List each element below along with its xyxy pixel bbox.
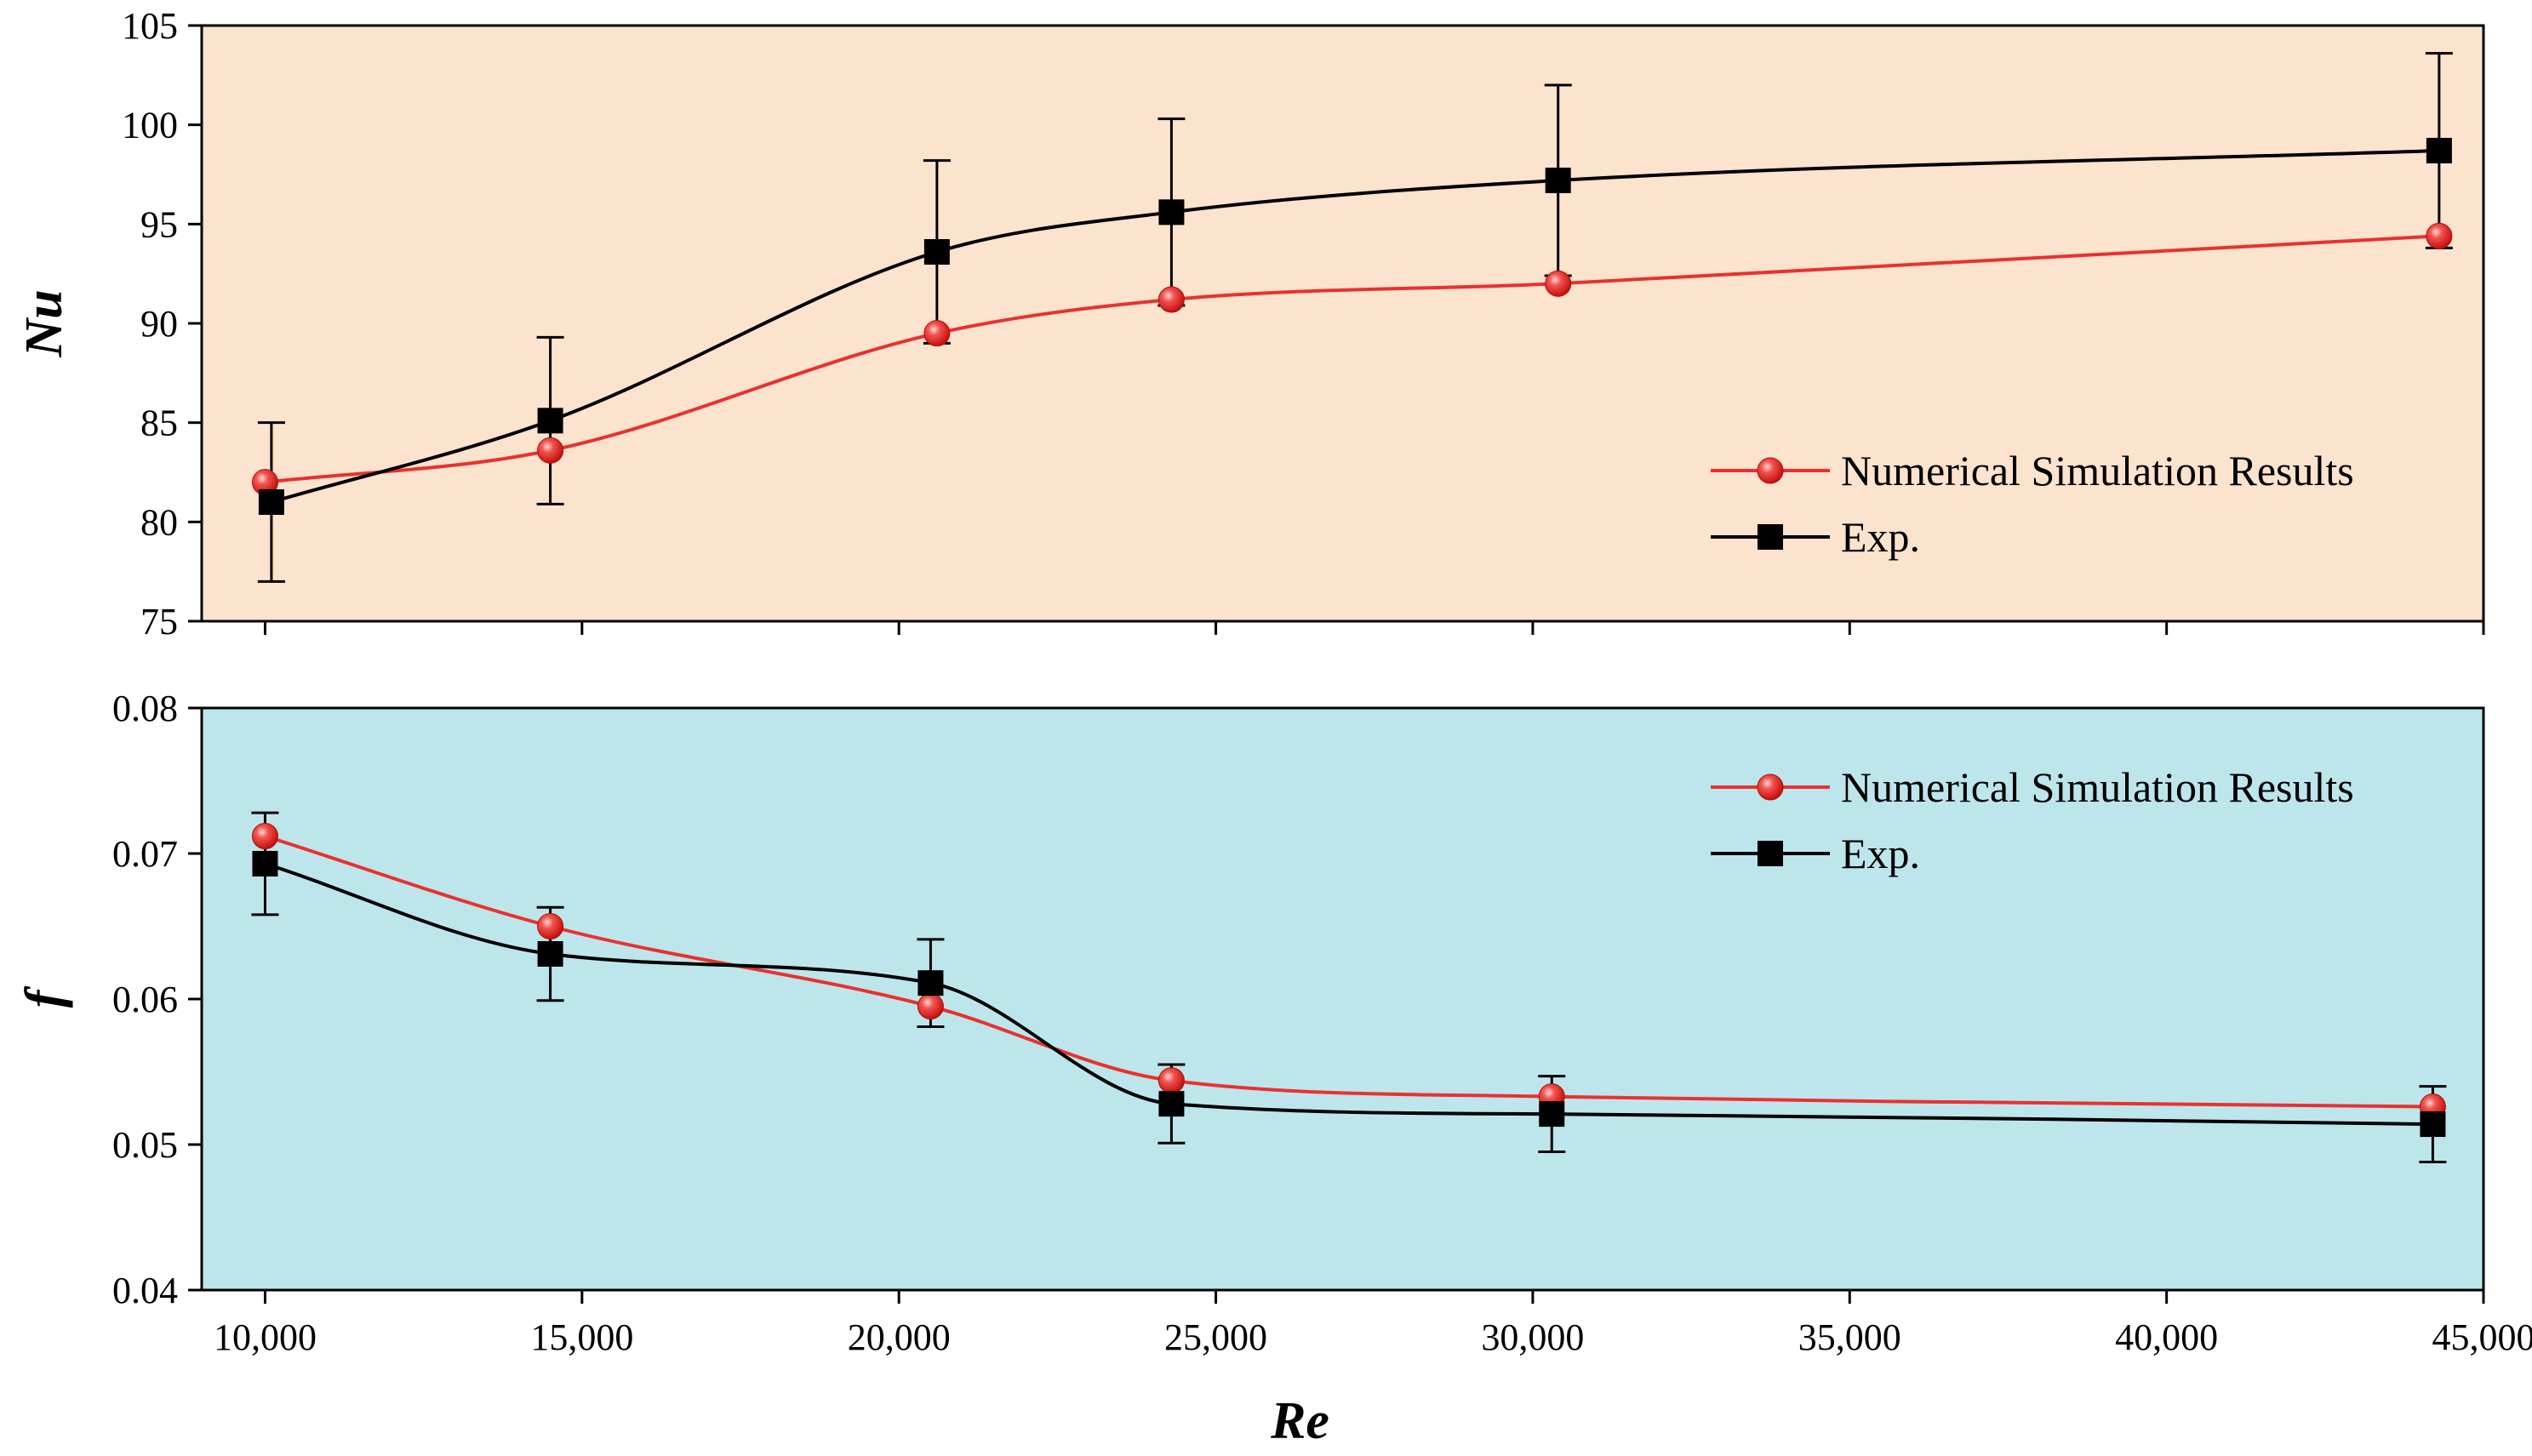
data-point-numerical <box>538 437 563 463</box>
x-tick-label: 45,000 <box>2432 1316 2532 1358</box>
y-tick-label: 90 <box>140 303 178 345</box>
x-tick-label: 35,000 <box>1798 1316 1901 1358</box>
data-point-numerical <box>1546 271 1571 296</box>
data-point-exp <box>1158 1091 1184 1116</box>
data-point-numerical <box>924 321 950 346</box>
y-axis-title: Nu <box>15 289 73 357</box>
y-tick-label: 0.07 <box>112 833 178 875</box>
data-point-exp <box>538 941 563 967</box>
data-point-numerical <box>2426 223 2452 248</box>
data-point-numerical <box>917 994 943 1019</box>
legend-marker-circle <box>1758 774 1783 800</box>
data-point-numerical <box>1158 287 1184 312</box>
y-tick-label: 75 <box>140 601 178 642</box>
y-axis-title: f <box>15 985 73 1008</box>
data-point-exp <box>259 489 284 515</box>
data-point-exp <box>924 239 950 265</box>
data-point-exp <box>1158 199 1184 225</box>
data-point-exp <box>1539 1101 1564 1127</box>
legend-marker-square <box>1758 524 1783 550</box>
y-tick-label: 85 <box>140 403 178 444</box>
x-tick-label: 25,000 <box>1164 1316 1267 1358</box>
y-tick-label: 0.06 <box>112 979 178 1020</box>
x-axis-title: Re <box>1270 1392 1329 1450</box>
panel-f: 10,000 15,000 20,000 25,000 30,000 35,000 40,0… <box>15 688 2532 1450</box>
legend-label: Exp. <box>1841 513 1920 561</box>
y-tick-label: 0.05 <box>112 1124 178 1166</box>
data-point-exp <box>1546 168 1571 193</box>
legend-marker-square <box>1758 841 1783 866</box>
y-tick-label: 100 <box>122 105 178 146</box>
legend-label: Numerical Simulation Results <box>1841 447 2354 494</box>
y-tick-label: 0.04 <box>112 1270 178 1311</box>
legend-marker-circle <box>1758 458 1783 483</box>
data-point-exp <box>538 408 563 433</box>
x-tick-label: 20,000 <box>848 1316 951 1358</box>
x-tick-label: 15,000 <box>530 1316 633 1358</box>
legend-label: Exp. <box>1841 830 1920 877</box>
y-tick-label: 95 <box>140 203 178 245</box>
y-tick-label: 80 <box>140 501 178 543</box>
data-point-numerical <box>252 823 277 848</box>
x-tick-label: 10,000 <box>214 1316 317 1358</box>
data-point-exp <box>2420 1111 2445 1137</box>
x-tick-label: 30,000 <box>1481 1316 1584 1358</box>
data-point-exp <box>252 851 277 876</box>
y-tick-label: 105 <box>122 5 178 47</box>
x-tick-label: 40,000 <box>2115 1316 2218 1358</box>
legend-label: Numerical Simulation Results <box>1841 763 2354 811</box>
data-point-exp <box>2426 138 2452 163</box>
data-point-exp <box>917 970 943 996</box>
data-point-numerical <box>538 914 563 939</box>
plot-background <box>202 26 2483 621</box>
panel-nu: 75 80 85 90 95 100 105 Nu Numerical Simulation R… <box>15 5 2483 642</box>
y-tick-label: 0.08 <box>112 688 178 729</box>
data-point-numerical <box>1158 1068 1184 1093</box>
